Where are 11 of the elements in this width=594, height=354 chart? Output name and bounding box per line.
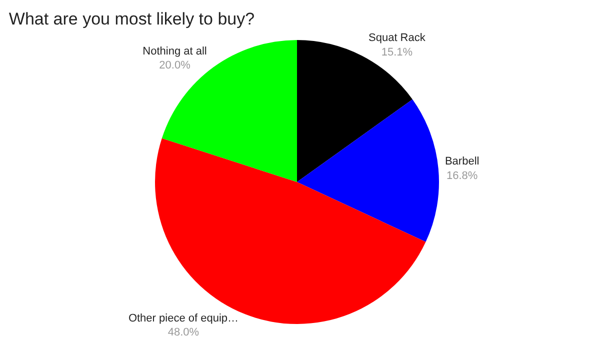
data-label: 20.0% xyxy=(159,60,191,72)
data-label: 16.8% xyxy=(446,170,478,182)
slice-label: Other piece of equip… xyxy=(128,312,239,324)
chart-title: What are you most likely to buy? xyxy=(8,9,255,28)
slice-label: Barbell xyxy=(444,156,480,168)
slice-label: Squat Rack xyxy=(368,32,426,44)
data-label: 15.1% xyxy=(381,46,413,58)
pie-slice xyxy=(297,99,439,242)
slice-label: Nothing at all xyxy=(142,45,207,58)
data-label: 48.0% xyxy=(168,326,200,339)
pie-slice xyxy=(155,138,426,324)
